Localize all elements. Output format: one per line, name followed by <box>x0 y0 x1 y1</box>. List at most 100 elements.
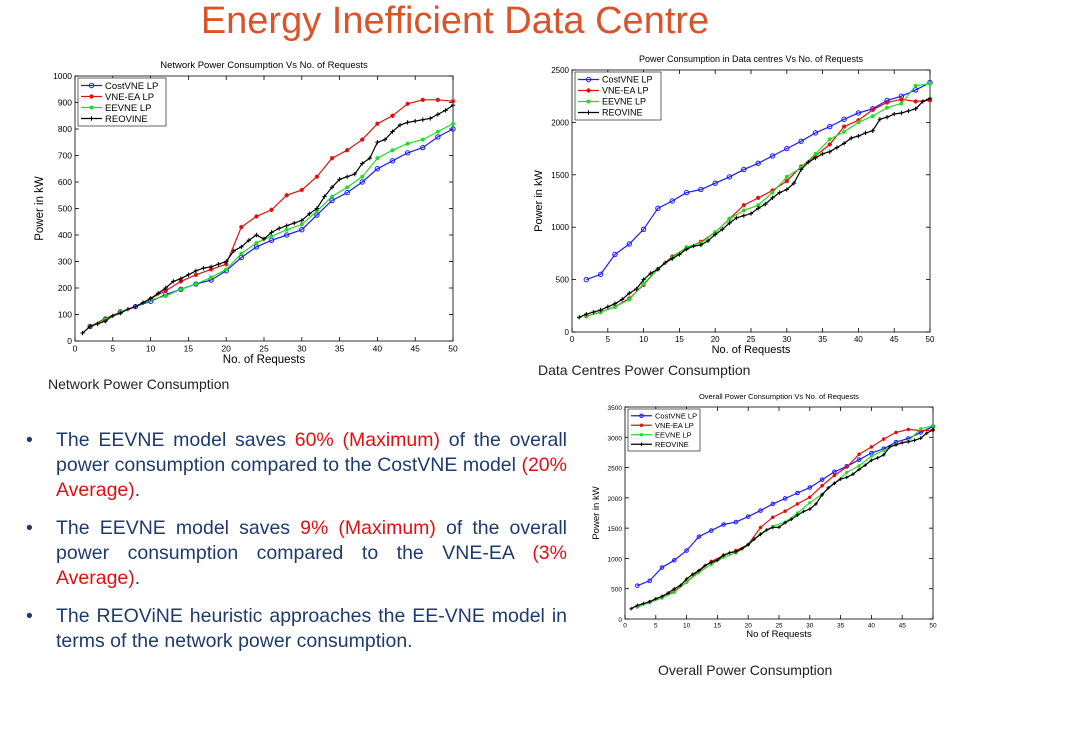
data-point <box>375 121 380 126</box>
bullet-text-part: . <box>134 567 141 589</box>
data-point <box>284 223 289 228</box>
series-line <box>89 99 454 327</box>
data-point <box>820 483 824 488</box>
data-point <box>820 493 824 497</box>
y-tick-label: 1500 <box>551 171 569 180</box>
data-point <box>672 586 677 591</box>
data-point <box>733 519 739 525</box>
data-point <box>678 583 683 588</box>
data-point <box>885 105 890 110</box>
data-point <box>655 205 661 212</box>
data-point <box>329 185 335 190</box>
data-point <box>801 509 806 514</box>
data-point <box>171 279 176 284</box>
x-tick-label: 45 <box>899 623 907 630</box>
data-point <box>857 464 861 468</box>
bullet-text: The EEVNE model saves 60% (Maximum) of t… <box>56 429 567 501</box>
data-point <box>727 216 732 221</box>
x-tick-label: 45 <box>890 335 899 344</box>
bullet-text-part: of the overall power consumption compare… <box>56 517 567 564</box>
data-point <box>827 142 832 147</box>
y-tick-label: 3500 <box>608 405 623 412</box>
data-point <box>841 124 847 129</box>
y-tick-label: 600 <box>58 177 72 187</box>
data-point <box>133 304 138 309</box>
data-point <box>299 222 304 227</box>
data-point <box>727 220 732 226</box>
data-point <box>576 315 582 320</box>
data-point <box>899 97 904 102</box>
data-point <box>420 97 425 103</box>
data-point <box>844 475 849 480</box>
data-point <box>239 224 244 230</box>
data-point <box>103 318 108 324</box>
data-point <box>284 193 289 198</box>
data-point <box>919 427 923 431</box>
data-point <box>216 261 221 267</box>
x-tick-label: 0 <box>623 623 627 630</box>
data-point <box>390 129 395 134</box>
data-point <box>374 166 381 172</box>
data-point <box>795 502 800 506</box>
data-point <box>269 207 274 213</box>
data-point <box>648 271 653 276</box>
bullet-dot: • <box>26 429 33 451</box>
data-point <box>450 102 456 108</box>
x-axis-label: No. of Requests <box>223 354 306 366</box>
bullet-dot: • <box>26 517 33 539</box>
data-point <box>789 517 794 522</box>
data-point <box>798 167 804 172</box>
series-line <box>637 425 934 587</box>
data-point <box>405 120 410 125</box>
data-point <box>254 214 259 219</box>
data-point <box>746 542 750 547</box>
data-point <box>163 293 168 298</box>
data-point <box>856 120 861 125</box>
data-point <box>435 97 441 103</box>
data-point <box>345 185 350 190</box>
data-point <box>178 286 184 293</box>
data-point <box>899 110 904 116</box>
y-tick-label: 3000 <box>608 435 623 442</box>
data-point <box>869 454 874 458</box>
x-tick-label: 35 <box>335 344 345 354</box>
y-tick-label: 400 <box>58 230 72 240</box>
data-point <box>856 133 861 139</box>
data-point <box>758 508 763 513</box>
x-tick-label: 10 <box>146 344 156 354</box>
data-point <box>397 122 403 128</box>
data-point <box>231 248 236 254</box>
data-point <box>888 444 892 449</box>
data-point <box>827 149 832 154</box>
data-point <box>844 465 849 469</box>
data-point <box>89 105 94 110</box>
y-axis-label: Power in kW <box>533 170 545 232</box>
data-point <box>639 423 644 428</box>
data-point <box>420 137 425 142</box>
data-point <box>709 562 713 567</box>
data-point <box>647 599 652 604</box>
caption-network: Network Power Consumption <box>48 376 230 392</box>
data-point <box>857 467 861 472</box>
data-point <box>662 260 668 266</box>
data-point <box>435 129 440 134</box>
data-point <box>110 313 115 319</box>
x-tick-label: 25 <box>775 623 783 630</box>
x-tick-label: 30 <box>806 623 814 630</box>
chart-network-power: Network Power Consumption Vs No. of Requ… <box>30 54 470 374</box>
data-point <box>783 520 787 525</box>
data-point <box>755 160 761 166</box>
bullet-item: • The REOViNE heuristic approaches the EE… <box>22 604 567 654</box>
y-tick-label: 2000 <box>551 118 569 127</box>
chart-svg: Power Consumption in Data centres Vs No.… <box>533 54 935 356</box>
data-point <box>619 297 625 302</box>
data-point <box>585 76 592 83</box>
data-point <box>640 226 647 232</box>
data-point <box>842 129 847 134</box>
data-point <box>405 101 410 107</box>
chart-title: Network Power Consumption Vs No. of Requ… <box>160 60 368 71</box>
data-point <box>639 442 644 447</box>
data-point <box>314 174 320 179</box>
y-tick-label: 100 <box>58 310 72 320</box>
y-tick-label: 500 <box>611 587 622 594</box>
